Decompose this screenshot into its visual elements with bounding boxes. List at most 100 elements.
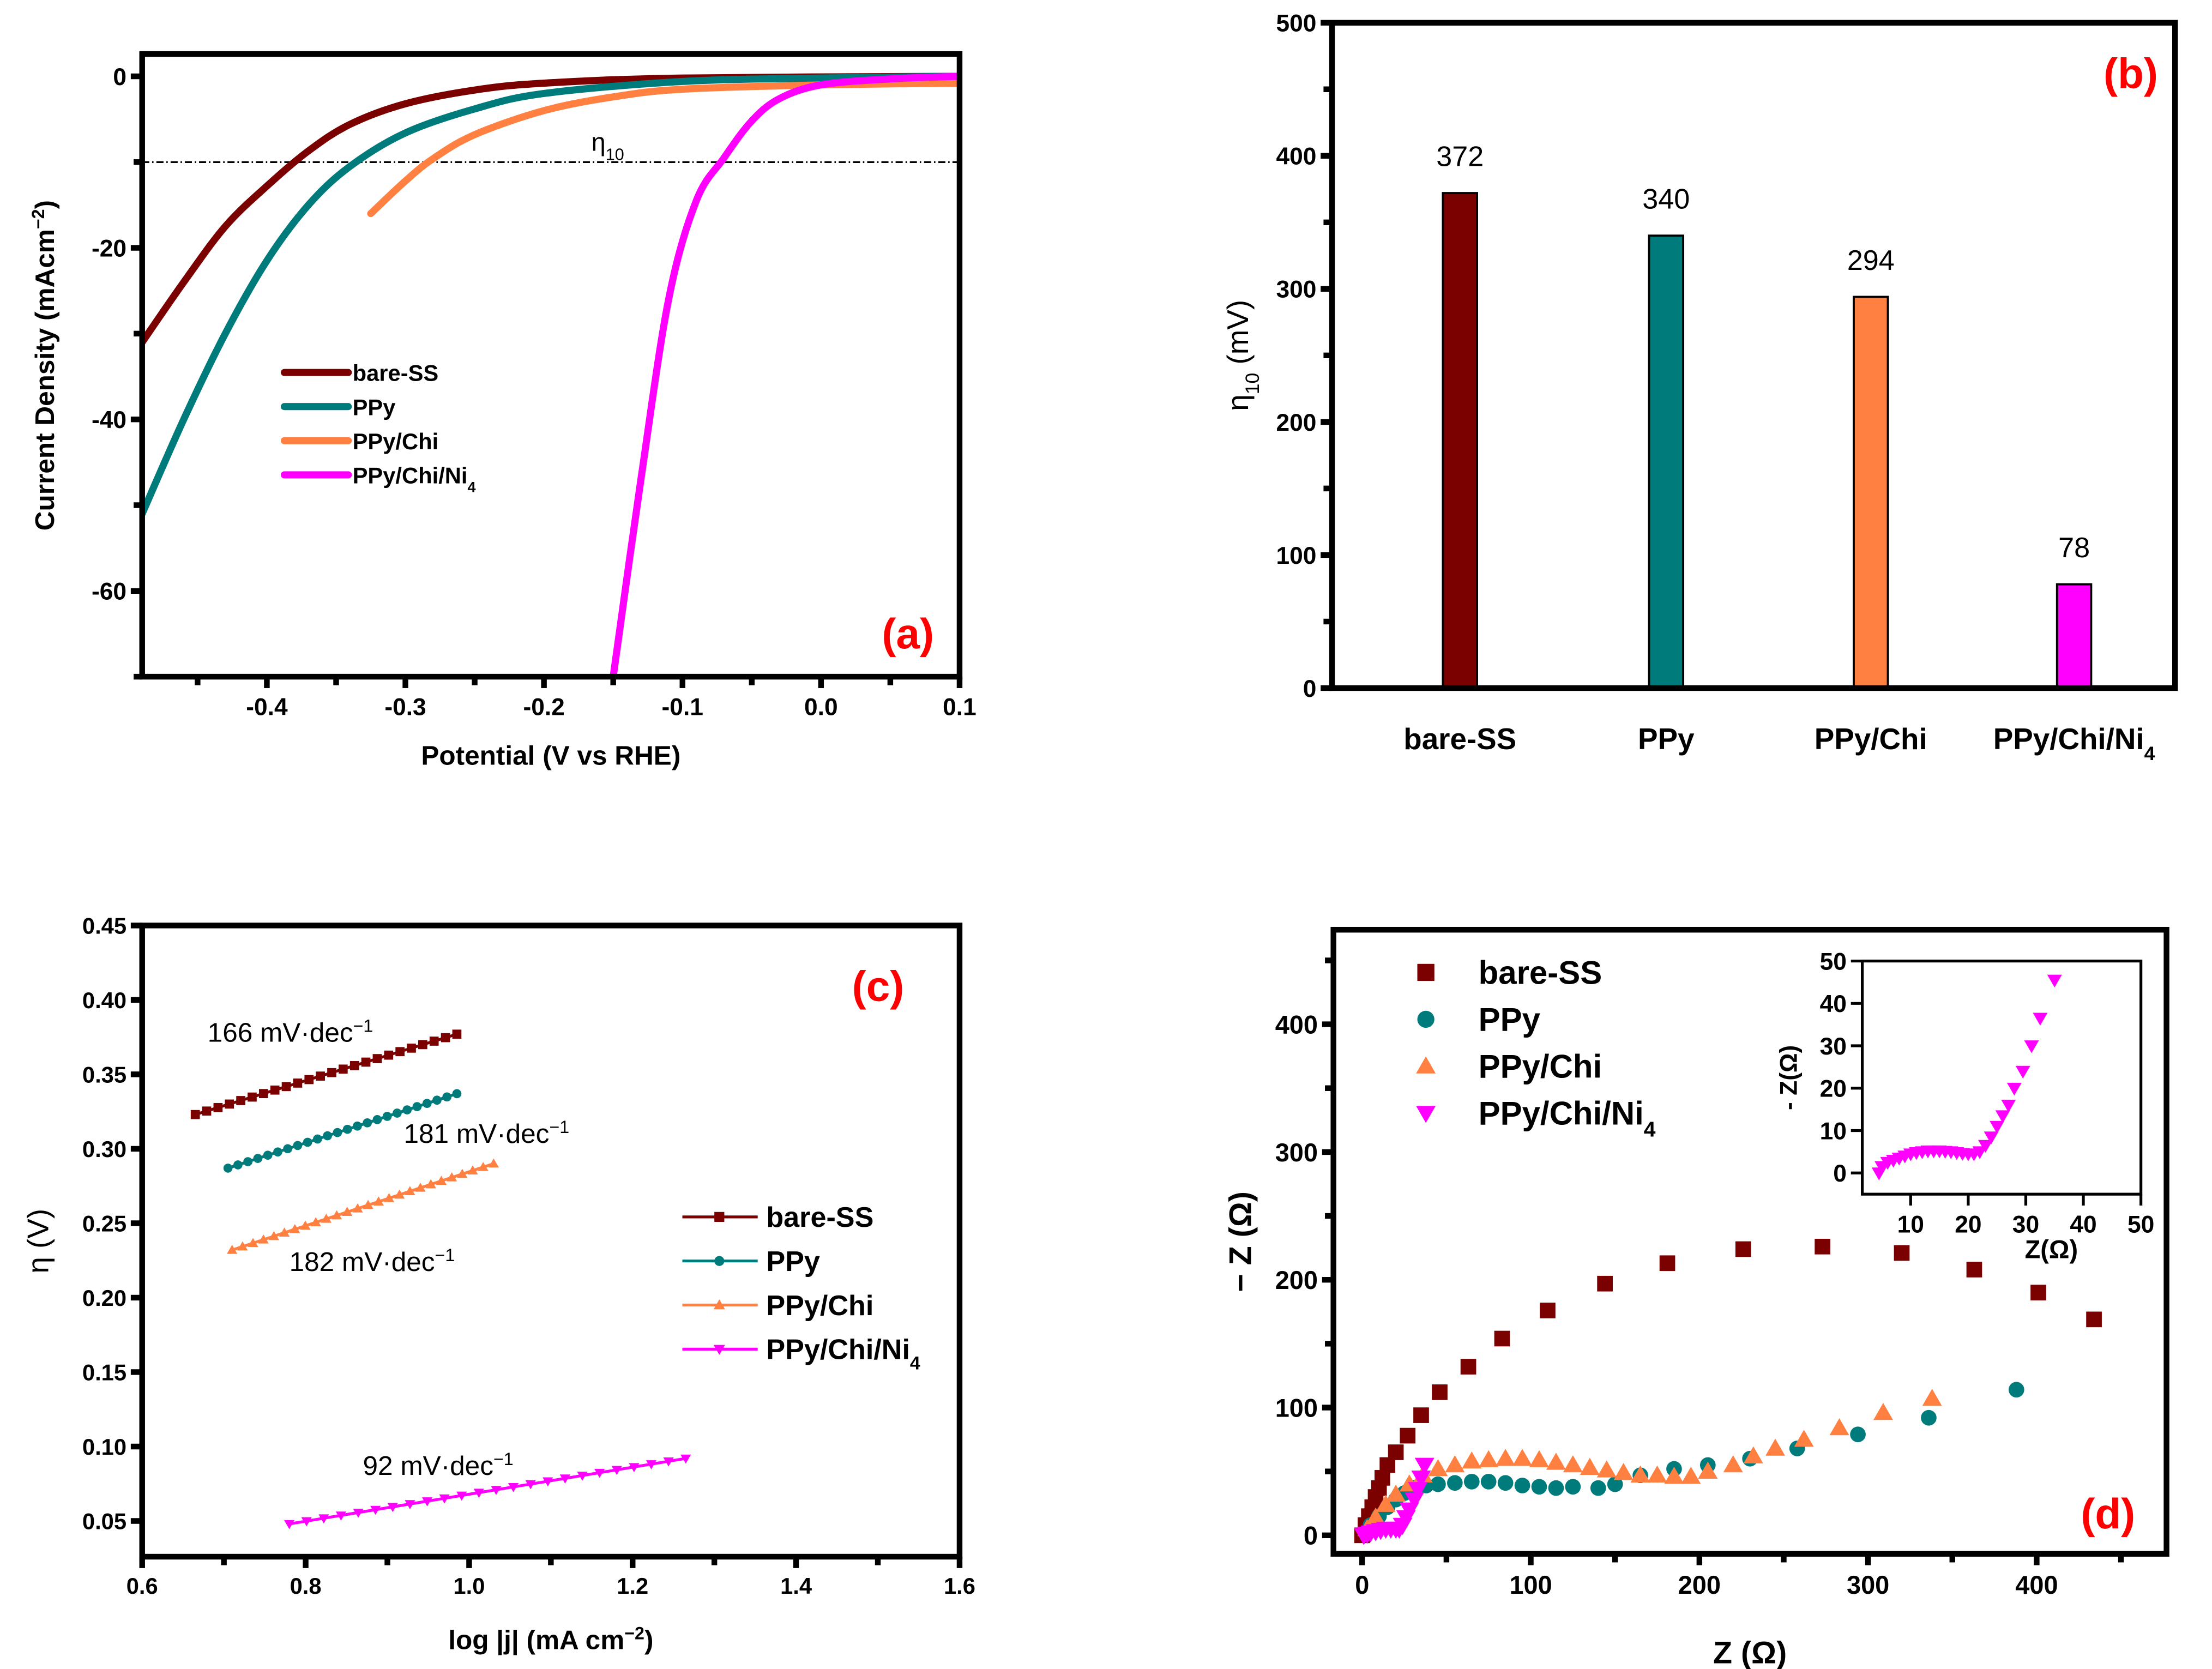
data-point: [1494, 1330, 1510, 1347]
data-point: [1480, 1474, 1497, 1490]
slope-annotation-part: −1: [435, 1245, 455, 1265]
data-point: [293, 1141, 303, 1150]
data-point: [1497, 1475, 1514, 1491]
inset-data-point: [2024, 1040, 2039, 1053]
x-tick-label: 20: [1955, 1212, 1981, 1238]
data-point: [361, 1057, 371, 1067]
legend-label: bare-SS: [766, 1202, 873, 1233]
x-tick-label: -0.2: [523, 694, 564, 720]
y-tick-label: 0: [113, 64, 126, 91]
eta10-label-part: η: [592, 128, 606, 156]
slope-annotation: 182 mV·dec−1: [290, 1245, 455, 1277]
data-point: [559, 1474, 571, 1484]
x-axis-label-part: ): [644, 1625, 654, 1655]
data-point: [382, 1112, 392, 1121]
data-point: [405, 1186, 415, 1195]
y-axis-label: η10 (mV): [1221, 300, 1263, 411]
legend-label-part: PPy/Chi: [1479, 1048, 1602, 1084]
data-point: [301, 1517, 312, 1527]
data-point: [432, 1095, 442, 1105]
category-label-part: PPy/Chi: [1815, 722, 1927, 756]
y-axis-label: η (V): [21, 1209, 55, 1274]
series-line-bare-ss: [142, 73, 960, 346]
y-tick-label: 0.40: [82, 987, 126, 1013]
plot-frame: [1329, 20, 2178, 691]
data-point: [1414, 1457, 1435, 1475]
plot-frame: [1860, 959, 2143, 1196]
data-point: [543, 1477, 553, 1487]
category-label-part: PPy/Chi/Ni: [1993, 722, 2144, 756]
x-tick-label: 10: [1897, 1212, 1924, 1238]
data-point: [323, 1131, 333, 1141]
data-point: [270, 1085, 280, 1095]
data-point: [363, 1118, 372, 1128]
plot-frame: [139, 923, 963, 1560]
data-point: [1563, 1455, 1583, 1473]
bar-ppy-chi: [1852, 296, 1889, 689]
legend-marker: [1417, 963, 1435, 981]
data-point: [1376, 1495, 1396, 1512]
y-tick-label: 10: [1820, 1118, 1847, 1144]
y-tick-label: 300: [1275, 1138, 1318, 1167]
y-tick-label: 20: [1820, 1076, 1847, 1102]
data-point: [372, 1115, 382, 1124]
data-point: [1462, 1451, 1482, 1469]
inset-data-point: [1990, 1120, 2005, 1134]
data-point: [394, 1189, 405, 1199]
x-tick-label: 1.0: [453, 1573, 485, 1599]
data-point: [233, 1160, 243, 1170]
data-point: [415, 1182, 426, 1192]
x-tick-label: 1.2: [617, 1573, 648, 1599]
data-point: [333, 1128, 342, 1137]
data-point: [331, 1210, 342, 1220]
data-point: [273, 1147, 282, 1157]
y-axis-label-part: 10: [1241, 373, 1263, 395]
data-point: [370, 1505, 381, 1515]
inset-data-point: [2001, 1099, 2016, 1113]
data-point: [2008, 1382, 2024, 1398]
x-tick-label: 1.6: [944, 1573, 975, 1599]
data-point: [456, 1491, 467, 1501]
data-point: [452, 1029, 462, 1039]
x-tick-label: 30: [2012, 1212, 2039, 1238]
x-tick-label: 0.6: [126, 1573, 158, 1599]
data-point: [2030, 1285, 2046, 1300]
data-point: [1565, 1479, 1581, 1495]
plot-frame: [1330, 926, 2169, 1557]
legend-label: bare-SS: [353, 360, 439, 386]
data-point: [1815, 1238, 1830, 1255]
legend-label-part: PPy/Chi: [766, 1290, 873, 1322]
y-axis-label-part: −2: [28, 209, 48, 229]
data-point: [1664, 1467, 1684, 1484]
panel-a: -0.4 -0.3 -0.2 -0.1 0.0 0.1 0 -20 -40 -60 η10 bare-…: [28, 51, 977, 771]
data-point: [300, 1220, 311, 1230]
data-point: [225, 1099, 234, 1109]
y-axis-label: Current Density (mAcm−2): [28, 200, 60, 531]
data-point: [1411, 1471, 1431, 1488]
x-tick-label: 1.4: [780, 1573, 812, 1599]
legend-marker: [713, 1345, 725, 1355]
legend-label-part: 4: [1644, 1118, 1656, 1141]
y-tick-label: 400: [1275, 1010, 1318, 1039]
data-point: [1388, 1444, 1404, 1460]
data-point: [1607, 1476, 1623, 1492]
data-point: [1540, 1303, 1556, 1318]
inset-y-axis-label: - Z(Ω): [1776, 1045, 1803, 1110]
data-point: [1894, 1245, 1910, 1261]
data-point: [243, 1157, 252, 1166]
data-point: [1829, 1418, 1849, 1436]
data-point: [363, 1200, 373, 1209]
legend-label: PPy/Chi/Ni4: [1479, 1095, 1656, 1141]
y-tick-label: -60: [92, 579, 126, 605]
y-axis-label-part: η: [1221, 394, 1255, 411]
y-tick-label: 0.15: [82, 1359, 126, 1385]
data-point: [352, 1203, 363, 1213]
series-line-ppy-chi: [367, 80, 960, 218]
data-point: [1630, 1465, 1650, 1483]
data-point: [1512, 1449, 1533, 1466]
legend-label-part: PPy: [353, 394, 396, 420]
slope-annotation-part: −1: [353, 1016, 373, 1035]
data-point: [1413, 1407, 1429, 1423]
x-tick-label: 300: [1847, 1571, 1889, 1599]
data-point: [349, 1061, 359, 1070]
